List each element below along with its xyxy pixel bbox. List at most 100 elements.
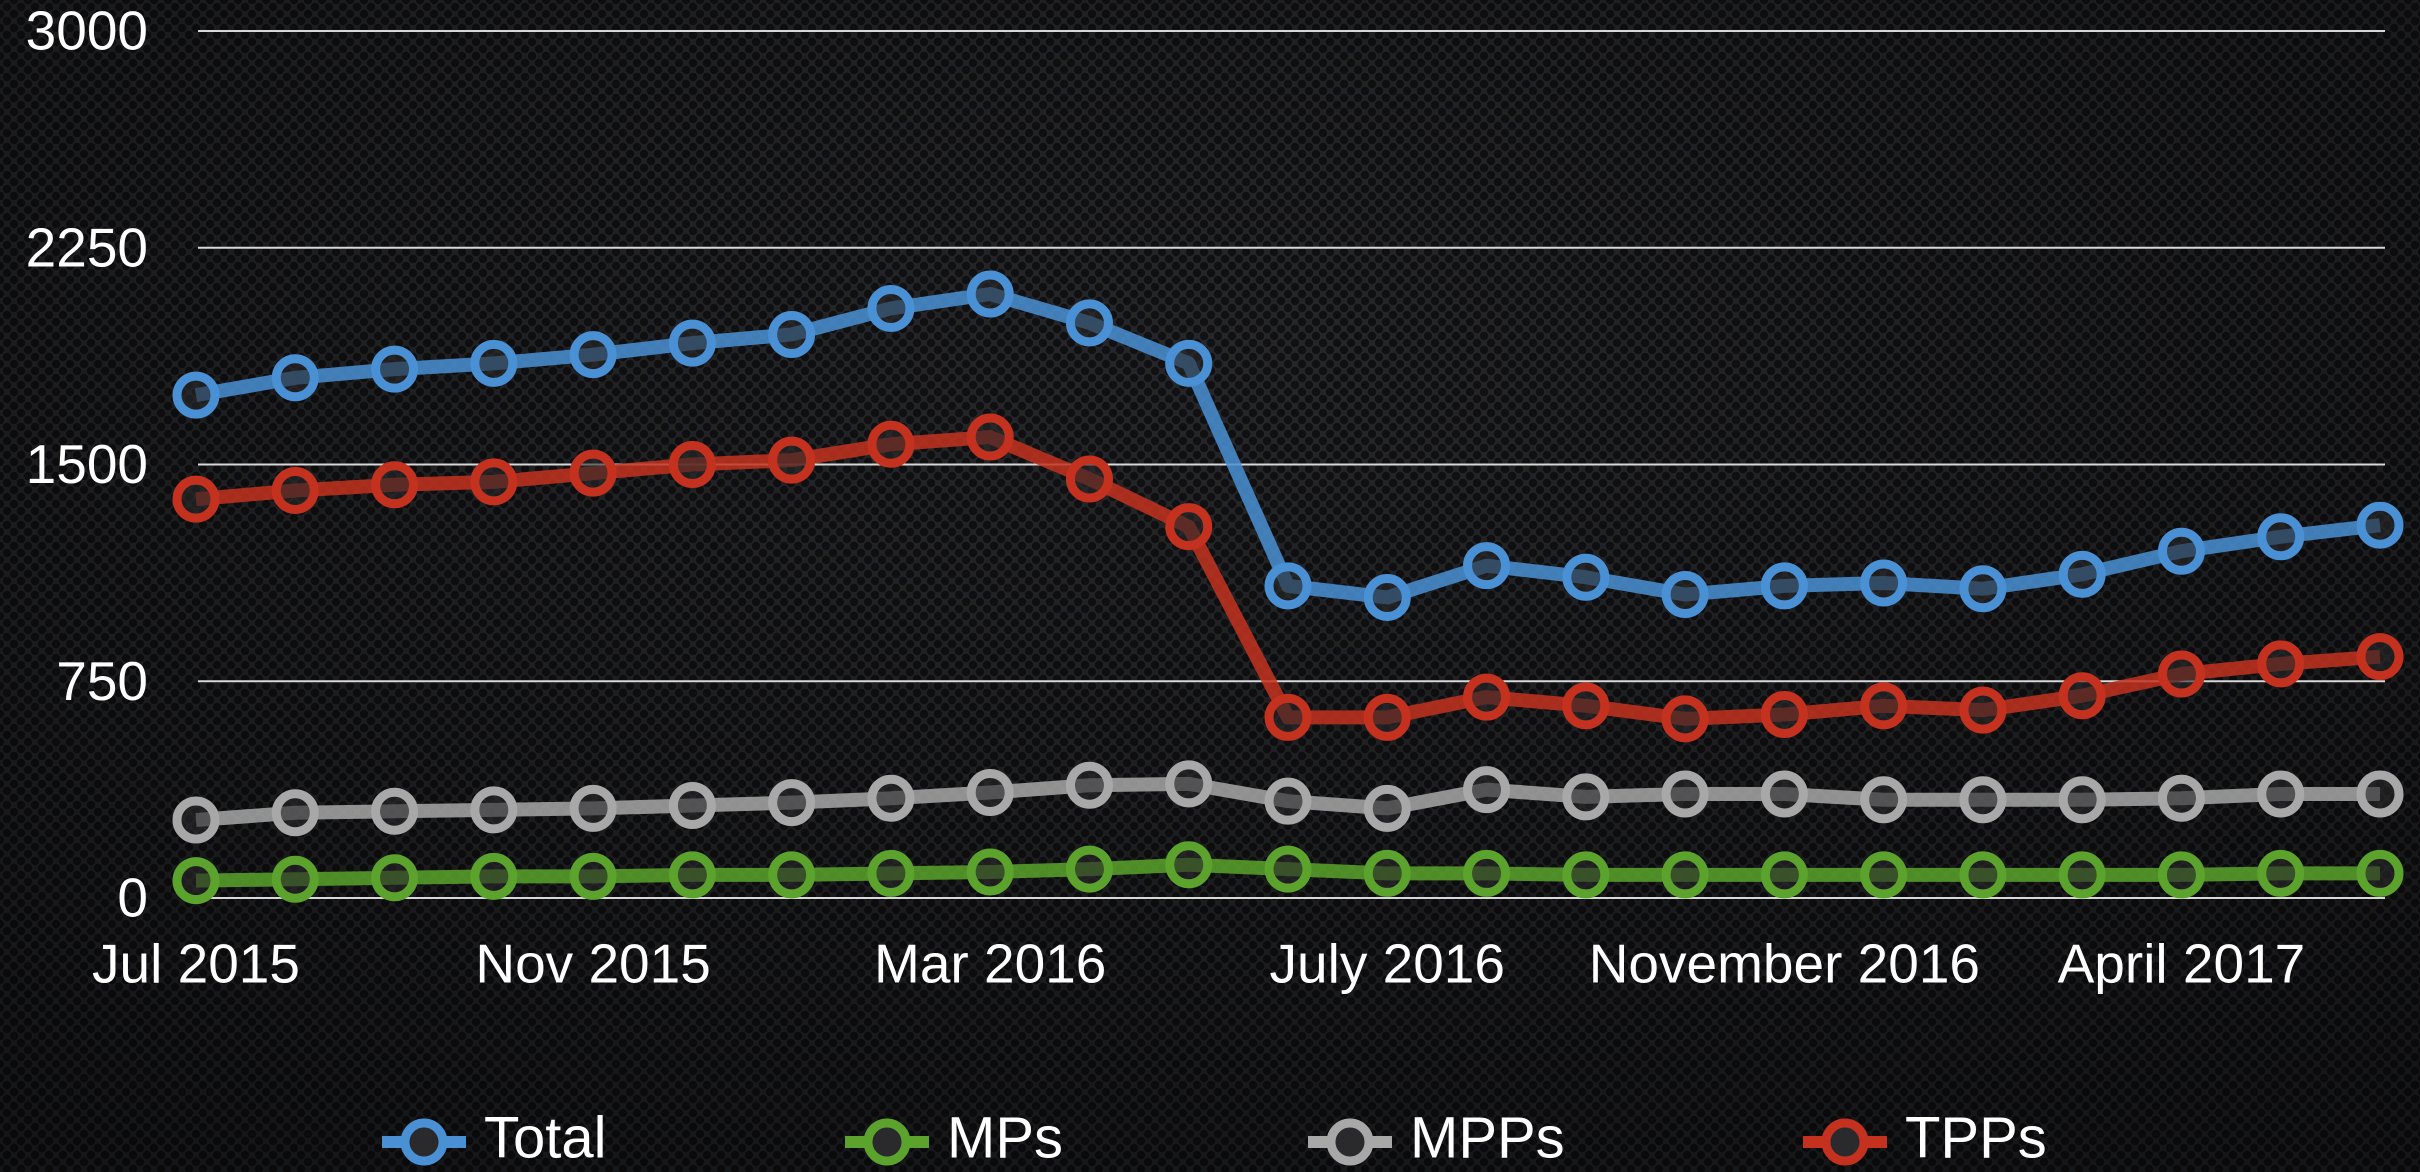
data-point [768,851,816,899]
data-point [1562,773,1610,821]
data-point [2157,851,2205,899]
data-point [470,339,518,387]
data-point [867,420,915,468]
legend-marker [863,1118,911,1166]
data-point [2257,849,2305,897]
data-point [1065,455,1113,503]
legend-label: MPPs [1410,1105,1565,1170]
data-point [2157,650,2205,698]
data-point [966,413,1014,461]
data-point [1165,339,1213,387]
data-point [1959,686,2007,734]
data-point [2058,776,2106,824]
data-point [1463,849,1511,897]
data-point [569,784,617,832]
data-point [2257,770,2305,818]
data-point [271,789,319,837]
data-point [1860,776,1908,824]
data-point [1959,565,2007,613]
data-point [470,786,518,834]
y-tick-label: 2250 [26,216,148,278]
data-point [1363,849,1411,897]
data-point [1860,682,1908,730]
data-point [271,467,319,515]
data-point [768,310,816,358]
data-point [1363,784,1411,832]
data-point [371,854,419,902]
data-point [2356,633,2404,681]
x-tick-label: April 2017 [2058,933,2306,995]
data-point [966,270,1014,318]
data-point [1661,770,1709,818]
x-tick-label: Jul 2015 [92,933,300,995]
data-point [2356,501,2404,549]
data-point [470,458,518,506]
data-point [172,796,220,844]
data-point [371,345,419,393]
data-point [470,852,518,900]
data-point [768,436,816,484]
data-point [271,354,319,402]
data-point [867,284,915,332]
data-point [1065,761,1113,809]
data-point [569,852,617,900]
legend-label: TPPs [1905,1105,2047,1170]
data-point [1562,851,1610,899]
data-point [1860,559,1908,607]
x-tick-label: Mar 2016 [874,933,1106,995]
legend-marker [400,1118,448,1166]
data-point [2058,851,2106,899]
data-point [1264,693,1312,741]
data-point [172,475,220,523]
data-point [172,371,220,419]
legend-label: Total [484,1105,607,1170]
data-point [1661,571,1709,619]
data-point [1264,562,1312,610]
data-point [2157,527,2205,575]
data-point [1760,690,1808,738]
x-tick-label: Nov 2015 [475,933,710,995]
legend-marker [1821,1118,1869,1166]
data-point [2356,849,2404,897]
y-tick-label: 3000 [26,0,148,62]
data-point [2058,672,2106,720]
data-point [1661,851,1709,899]
data-point [966,769,1014,817]
data-point [1760,770,1808,818]
data-point [1760,562,1808,610]
data-point [1065,299,1113,347]
data-point [1065,845,1113,893]
data-point [1165,760,1213,808]
data-point [1562,553,1610,601]
legend-marker [1326,1118,1374,1166]
data-point [569,331,617,379]
data-point [1264,845,1312,893]
data-point [371,787,419,835]
data-point [1959,776,2007,824]
y-tick-label: 750 [56,650,148,712]
data-point [668,782,716,830]
data-point [2058,550,2106,598]
data-point [1363,693,1411,741]
data-point [867,774,915,822]
data-point [1165,503,1213,551]
data-point [668,441,716,488]
data-point [2157,774,2205,822]
data-point [569,449,617,497]
y-tick-label: 1500 [26,433,148,495]
data-point [668,851,716,899]
data-point [1363,573,1411,621]
data-point [668,319,716,367]
data-point [1959,851,2007,899]
x-tick-label: November 2016 [1589,933,1980,995]
data-point [1860,851,1908,899]
data-point [1463,673,1511,721]
data-point [867,849,915,897]
data-point [1463,766,1511,814]
data-point [371,461,419,509]
data-point [172,857,220,905]
data-point [2257,640,2305,688]
y-tick-label: 0 [117,867,148,929]
